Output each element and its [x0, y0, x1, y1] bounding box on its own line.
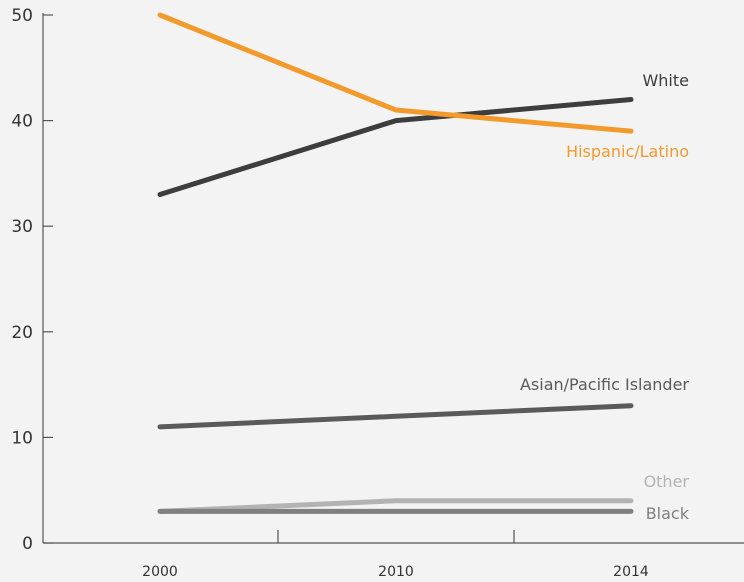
- series-lines: [157, 12, 634, 514]
- y-tick-label: 0: [22, 534, 33, 554]
- x-tick-label: 2010: [378, 564, 414, 580]
- x-tick-label: 2000: [142, 564, 178, 580]
- y-tick-label: 10: [11, 428, 33, 448]
- series-line-other: [157, 498, 634, 514]
- series-line-white: [157, 96, 634, 198]
- series-label-black: Black: [646, 504, 690, 523]
- series-labels: Hispanic/Latino White Asian/Pacific Island…: [520, 71, 690, 523]
- series-line-asian-pacific-islander: [157, 403, 634, 430]
- y-tick-label: 30: [11, 217, 33, 237]
- y-tick-label: 20: [11, 323, 33, 343]
- series-line-hispanic-latino: [157, 12, 634, 134]
- series-label-other: Other: [644, 472, 690, 491]
- y-tick-label: 50: [11, 6, 33, 26]
- axes: 0 10 20 30 40 50 2000 2010 2014: [11, 6, 744, 580]
- y-tick-label: 40: [11, 112, 33, 132]
- series-label-asian-pacific-islander: Asian/Pacific Islander: [520, 375, 689, 394]
- series-label-hispanic-latino: Hispanic/Latino: [566, 142, 689, 161]
- x-tick-label: 2014: [613, 564, 649, 580]
- series-label-white: White: [642, 71, 689, 90]
